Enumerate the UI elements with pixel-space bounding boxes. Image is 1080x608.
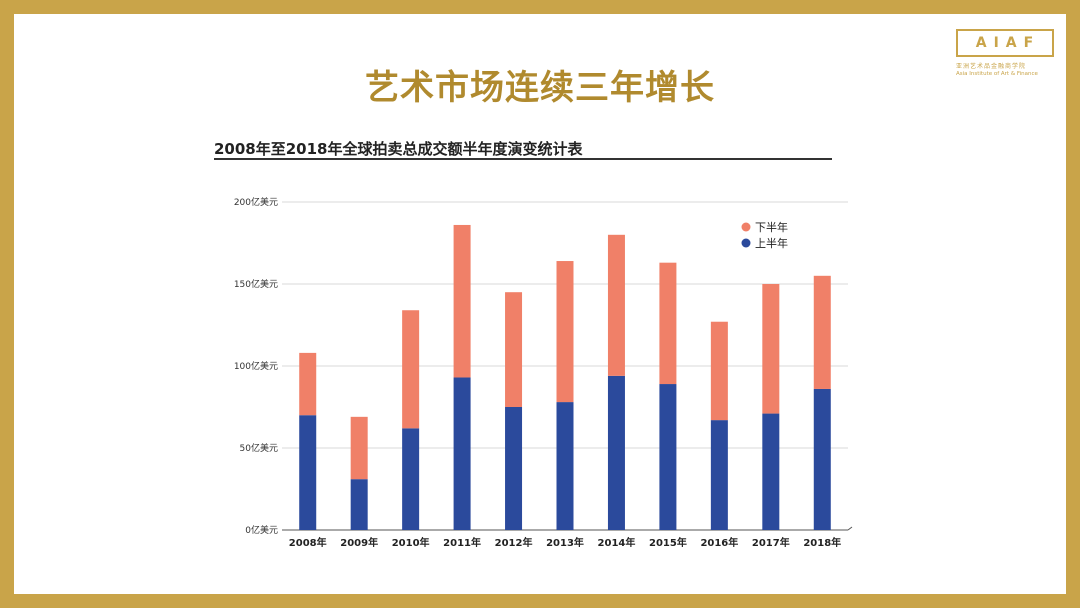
y-tick-label: 100亿美元 — [234, 360, 278, 372]
axis-end-mark — [847, 526, 853, 531]
y-tick-label: 50亿美元 — [240, 442, 278, 454]
legend-swatch — [741, 238, 751, 248]
slide-title: 艺术市场连续三年增长 — [365, 68, 715, 108]
legend-label: 下半年 — [755, 220, 788, 234]
chart-title: 2008年至2018年全球拍卖总成交额半年度演变统计表 — [214, 140, 583, 158]
bar-second-half — [505, 292, 523, 407]
y-axis-ticks: 0亿美元 50亿美元 100亿美元 150亿美元 200亿美元 — [234, 196, 278, 536]
bar-first-half — [350, 479, 368, 530]
x-tick-label: 2014年 — [598, 536, 636, 549]
y-tick-label: 0亿美元 — [245, 524, 278, 536]
logo-name-en: Asia Institute of Art & Finance — [956, 71, 1038, 77]
bar-second-half — [607, 234, 625, 376]
bar-second-half — [813, 275, 831, 389]
bar-first-half — [607, 375, 625, 530]
x-tick-label: 2017年 — [752, 536, 790, 549]
bar-first-half — [556, 402, 574, 530]
y-tick-label: 150亿美元 — [234, 278, 278, 290]
bar-second-half — [453, 224, 471, 378]
bar-second-half — [350, 416, 368, 480]
bar-first-half — [762, 413, 780, 530]
bar-second-half — [762, 284, 780, 414]
x-tick-label: 2013年 — [546, 536, 584, 549]
y-tick-label: 200亿美元 — [234, 196, 278, 208]
x-tick-label: 2011年 — [443, 536, 481, 549]
bar-first-half — [710, 420, 728, 530]
bar-first-half — [453, 377, 471, 530]
x-tick-label: 2016年 — [700, 536, 738, 549]
x-tick-label: 2010年 — [392, 536, 430, 549]
logo-name-cn: 亚洲艺术品金融商学院 — [956, 63, 1027, 70]
chart-bars — [299, 224, 831, 530]
bar-first-half — [813, 388, 831, 530]
bar-first-half — [659, 384, 677, 530]
x-axis-ticks: 2008年 2009年 2010年 2011年 2012年 2013年 2014年 2015年… — [289, 536, 841, 549]
bar-second-half — [402, 310, 420, 429]
x-tick-label: 2008年 — [289, 536, 327, 549]
aiaf-logo: AIAF 亚洲艺术品金融商学院 Asia Institute of Art & … — [956, 29, 1054, 77]
chart-title-rule — [214, 158, 832, 160]
x-tick-label: 2015年 — [649, 536, 687, 549]
bar-second-half — [710, 321, 728, 421]
bar-first-half — [505, 407, 523, 530]
x-tick-label: 2012年 — [495, 536, 533, 549]
slide-canvas: 艺术市场连续三年增长 AIAF 亚洲艺术品金融商学院 Asia Institut… — [14, 14, 1066, 594]
bar-second-half — [659, 262, 677, 385]
legend-swatch — [741, 222, 751, 232]
x-tick-label: 2018年 — [803, 536, 841, 549]
x-tick-label: 2009年 — [340, 536, 378, 549]
bar-second-half — [299, 352, 317, 416]
logo-mark: AIAF — [956, 29, 1054, 57]
bar-first-half — [402, 428, 420, 530]
legend-label: 上半年 — [755, 236, 788, 250]
bar-second-half — [556, 261, 574, 403]
bar-first-half — [299, 415, 317, 530]
